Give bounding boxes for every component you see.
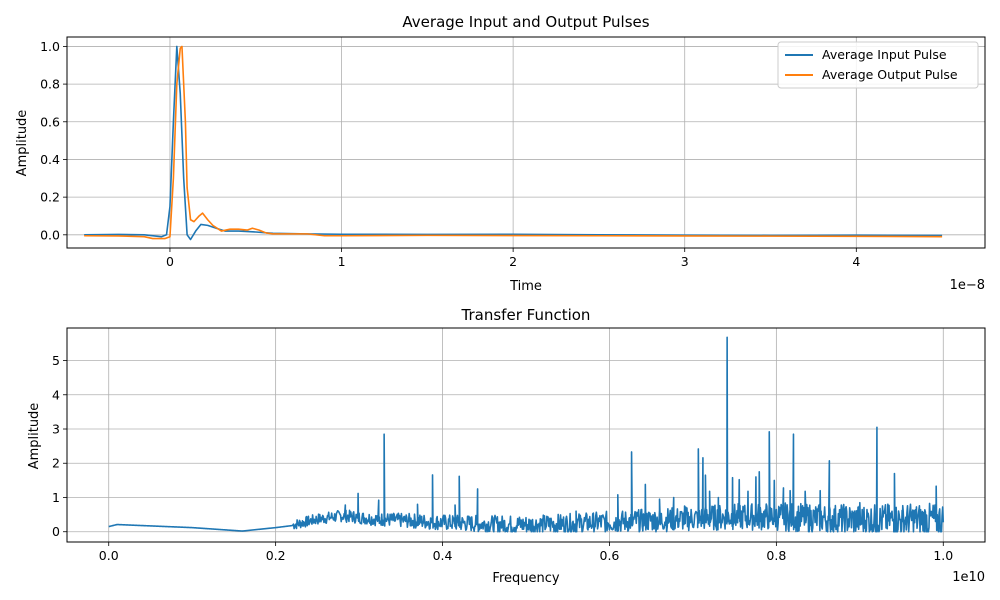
x-tick-label: 1.0 bbox=[933, 548, 953, 563]
ticks: 0.0 0.2 0.4 0.6 0.8 1.0 0 1 2 3 4 5 bbox=[52, 353, 953, 563]
y-tick-label: 4 bbox=[52, 387, 60, 402]
x-tick-label: 0.0 bbox=[99, 548, 119, 563]
series-layer bbox=[84, 45, 943, 241]
y-tick-label: 0.8 bbox=[40, 77, 60, 92]
chart-title: Transfer Function bbox=[461, 306, 591, 324]
chart-pulses: Average Input and Output Pulses 0 1 2 3 4 0.0… bbox=[15, 13, 986, 294]
x-tick-label: 3 bbox=[681, 254, 689, 269]
y-tick-label: 5 bbox=[52, 353, 60, 368]
x-tick-label: 2 bbox=[509, 254, 517, 269]
x-tick-label: 0.4 bbox=[433, 548, 453, 563]
x-offset-label: 1e10 bbox=[952, 570, 985, 585]
legend-box bbox=[777, 41, 979, 89]
ticks: 0 1 2 3 4 0.0 0.2 0.4 0.6 0.8 1.0 bbox=[40, 39, 860, 269]
x-axis-label: Time bbox=[509, 279, 542, 294]
y-tick-label: 0.4 bbox=[40, 152, 60, 167]
x-tick-label: 0 bbox=[166, 254, 174, 269]
series-layer bbox=[108, 336, 945, 533]
legend: Average Input Pulse Average Output Pulse bbox=[777, 41, 979, 89]
x-tick-label: 0.8 bbox=[766, 548, 786, 563]
x-offset-label: 1e−8 bbox=[950, 278, 985, 293]
series-line-average-output-pulse bbox=[84, 45, 943, 240]
grid bbox=[67, 328, 985, 542]
series-line-transfer-function bbox=[108, 336, 945, 533]
x-axis-label: Frequency bbox=[492, 571, 559, 586]
y-tick-label: 3 bbox=[52, 422, 60, 437]
legend-label-output: Average Output Pulse bbox=[822, 67, 958, 82]
y-tick-label: 1 bbox=[52, 490, 60, 505]
y-tick-label: 0 bbox=[52, 524, 60, 539]
x-tick-label: 1 bbox=[338, 254, 346, 269]
x-tick-label: 4 bbox=[852, 254, 860, 269]
plot-area bbox=[66, 36, 986, 249]
y-tick-label: 0.0 bbox=[40, 227, 60, 242]
chart-title: Average Input and Output Pulses bbox=[402, 13, 649, 31]
legend-label-input: Average Input Pulse bbox=[822, 47, 947, 62]
y-tick-label: 2 bbox=[52, 456, 60, 471]
x-tick-label: 0.6 bbox=[600, 548, 620, 563]
y-axis-label: Amplitude bbox=[15, 110, 30, 177]
y-tick-label: 0.2 bbox=[40, 190, 60, 205]
series-line-average-input-pulse bbox=[84, 45, 943, 241]
plot-area bbox=[66, 327, 986, 543]
x-tick-label: 0.2 bbox=[266, 548, 286, 563]
chart-transfer-function: Transfer Function 0.0 0.2 0.4 0.6 0.8 1.0 0 1 2 3… bbox=[27, 306, 986, 586]
y-tick-label: 1.0 bbox=[40, 39, 60, 54]
y-tick-label: 0.6 bbox=[40, 114, 60, 129]
y-axis-label: Amplitude bbox=[27, 403, 42, 470]
